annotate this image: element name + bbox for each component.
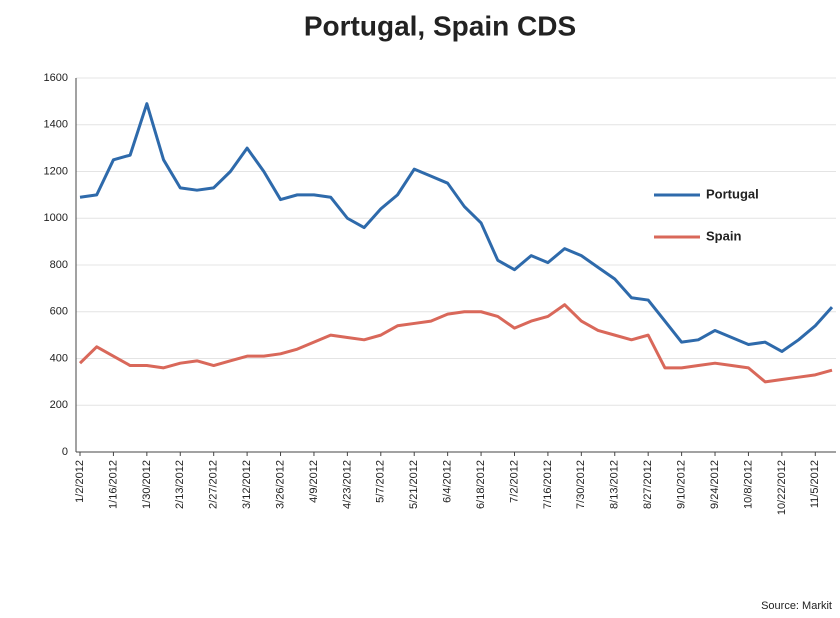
legend-label: Spain xyxy=(706,228,741,243)
x-tick-label: 2/27/2012 xyxy=(208,460,220,509)
y-tick-label: 1200 xyxy=(44,165,68,177)
x-tick-label: 7/30/2012 xyxy=(575,460,587,509)
x-tick-label: 1/30/2012 xyxy=(141,460,153,509)
x-tick-label: 11/5/2012 xyxy=(809,460,821,508)
x-tick-label: 4/9/2012 xyxy=(308,460,320,503)
y-tick-label: 200 xyxy=(50,399,68,411)
line-series xyxy=(79,102,834,353)
chart-title: Portugal, Spain CDS xyxy=(304,10,576,41)
x-tick-label: 3/12/2012 xyxy=(241,460,253,509)
x-tick-label: 5/21/2012 xyxy=(408,460,420,509)
x-tick-label: 7/2/2012 xyxy=(508,460,520,503)
line-series xyxy=(78,303,833,384)
x-tick-label: 1/16/2012 xyxy=(107,460,119,509)
x-tick-label: 3/26/2012 xyxy=(274,460,286,509)
x-tick-label: 5/7/2012 xyxy=(375,460,387,503)
x-tick-label: 6/4/2012 xyxy=(442,460,454,503)
y-tick-label: 800 xyxy=(50,259,68,271)
x-tick-label: 10/8/2012 xyxy=(742,460,754,509)
x-tick-label: 4/23/2012 xyxy=(341,460,353,509)
x-tick-label: 7/16/2012 xyxy=(542,460,554,509)
source-note: Source: Markit xyxy=(761,600,832,612)
y-tick-label: 1600 xyxy=(44,72,68,84)
x-tick-label: 1/2/2012 xyxy=(74,460,86,503)
legend-label: Portugal xyxy=(706,186,759,201)
y-tick-label: 0 xyxy=(62,446,68,458)
y-tick-label: 1400 xyxy=(44,119,68,131)
x-tick-label: 9/24/2012 xyxy=(709,460,721,509)
x-tick-label: 2/13/2012 xyxy=(174,460,186,509)
x-tick-label: 10/22/2012 xyxy=(776,460,788,515)
x-tick-label: 8/13/2012 xyxy=(609,460,621,509)
x-tick-label: 8/27/2012 xyxy=(642,460,654,509)
y-tick-label: 1000 xyxy=(44,212,68,224)
y-tick-label: 400 xyxy=(50,352,68,364)
y-tick-label: 600 xyxy=(50,306,68,318)
x-tick-label: 9/10/2012 xyxy=(676,460,688,509)
x-tick-label: 6/18/2012 xyxy=(475,460,487,509)
